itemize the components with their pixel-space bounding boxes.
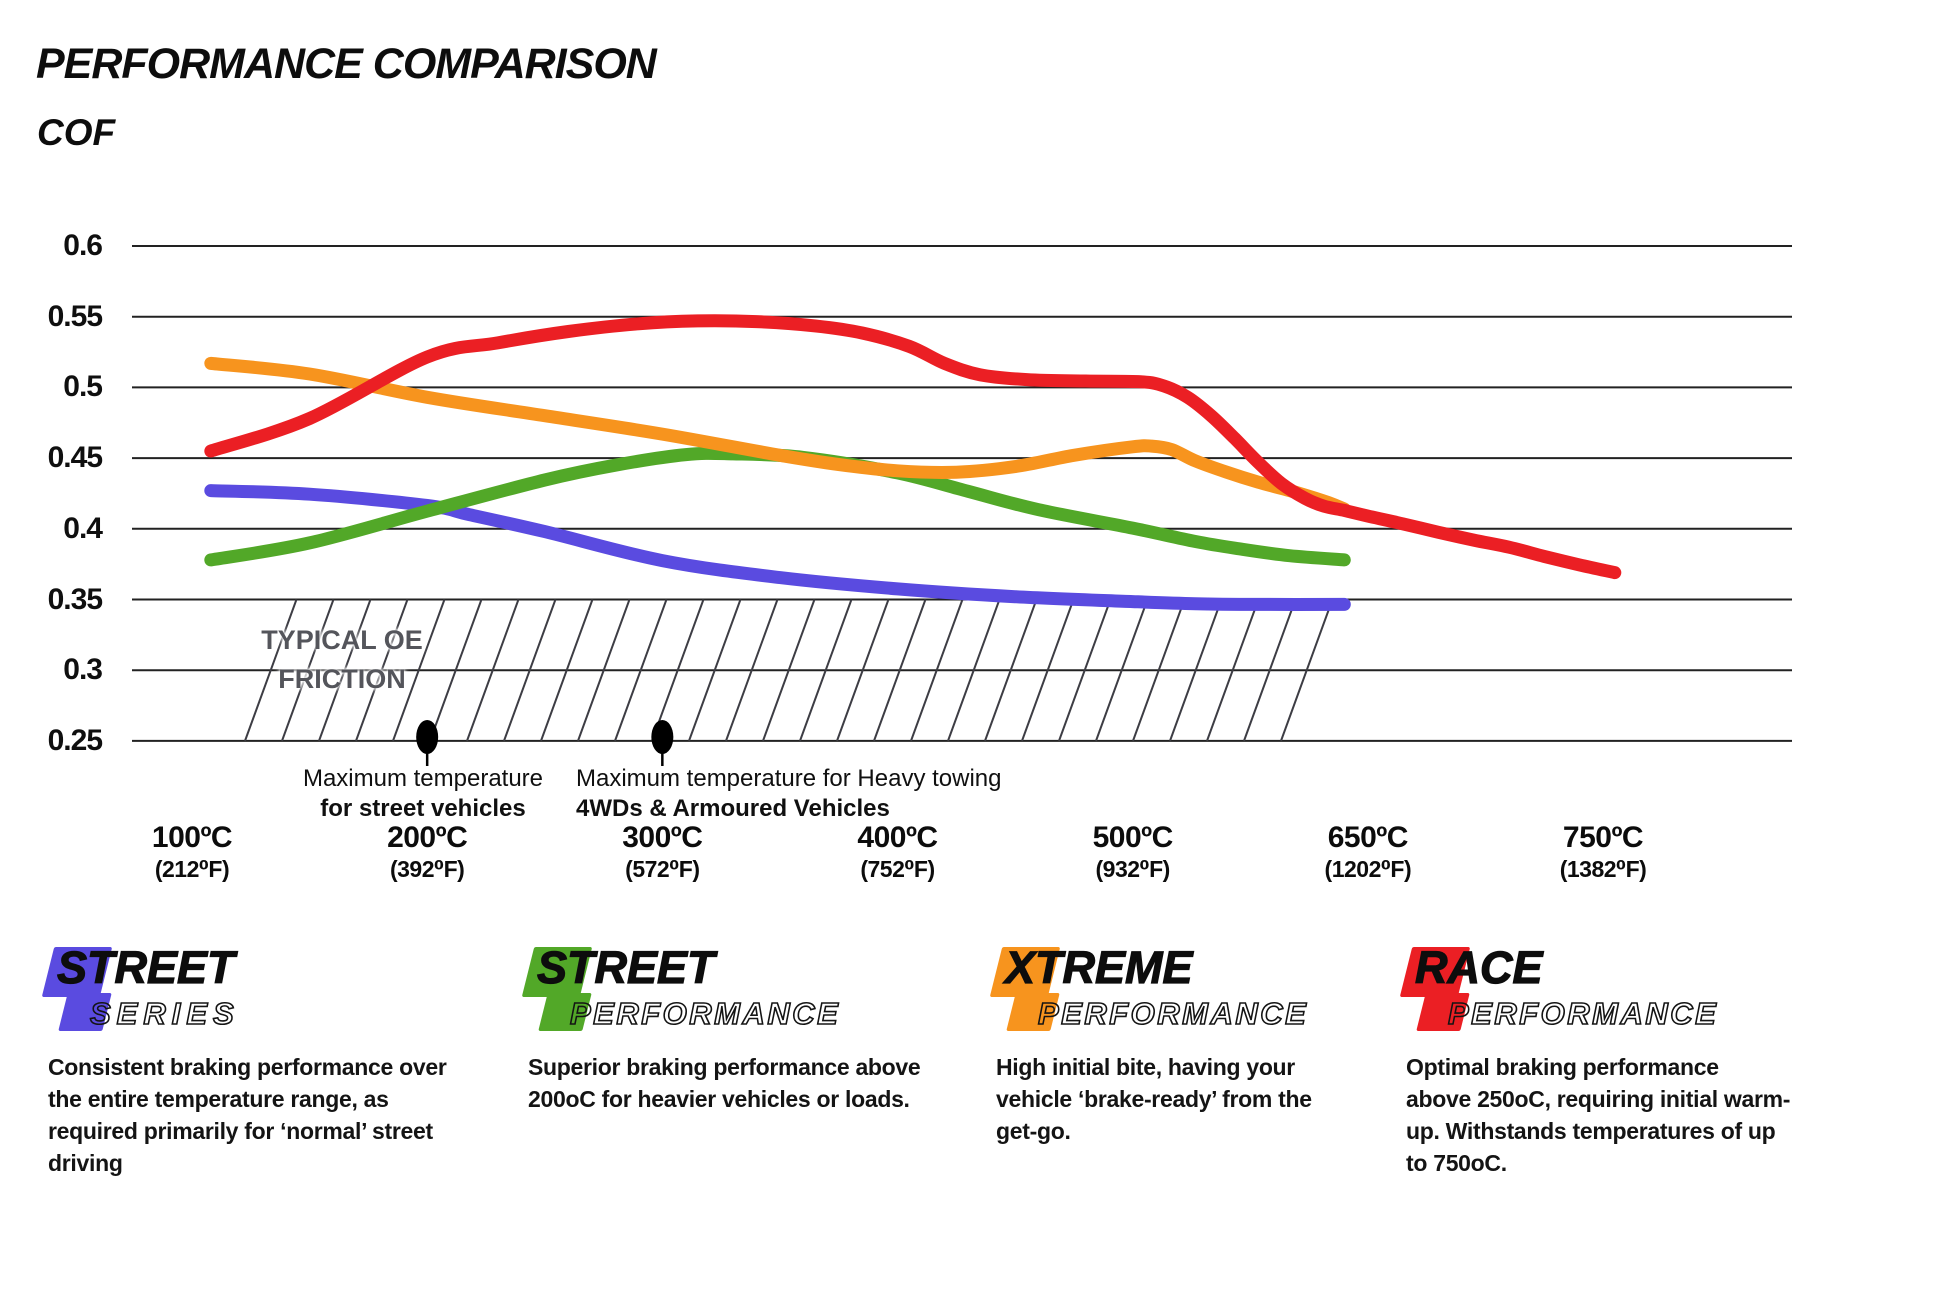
- y-tick-label: 0.6: [63, 229, 103, 262]
- oe-friction-hatch-line: [503, 599, 557, 742]
- x-tick-celsius: 750ºC: [1562, 821, 1644, 854]
- annotation-line: 4WDs & Armoured Vehicles: [576, 795, 890, 822]
- oe-friction-hatch-line: [1058, 599, 1112, 742]
- x-tick-celsius: 650ºC: [1327, 821, 1409, 854]
- oe-friction-hatch-line: [429, 599, 483, 742]
- oe-friction-hatch-line: [1243, 599, 1297, 742]
- oe-friction-hatch-line: [318, 599, 372, 742]
- oe-friction-hatch-line: [651, 599, 705, 742]
- y-tick-label: 0.4: [63, 511, 103, 545]
- oe-friction-hatch-line: [466, 599, 520, 742]
- legend-brand-word: RACE: [1414, 941, 1543, 993]
- y-tick-label: 0.45: [47, 441, 103, 475]
- x-tick-celsius: 100ºC: [151, 821, 233, 854]
- oe-friction-hatch-line: [614, 599, 668, 742]
- x-tick-label: 400ºC (752⁰F): [808, 822, 988, 882]
- legend-description: High initial bite, having your vehicle ‘…: [996, 1054, 1312, 1144]
- legend-race-performance: RACE PERFORMANCE Optimal braking perform…: [1399, 941, 1886, 1243]
- oe-friction-hatch-line: [577, 599, 631, 742]
- legend-sub-word: PERFORMANCE: [1447, 995, 1719, 1032]
- legend-brand-word: STREET: [56, 941, 235, 993]
- oe-friction-hatch-line: [1206, 599, 1260, 742]
- series-line-race-performance: [204, 314, 1622, 580]
- legend-street-series: STREET SERIES Consistent braking perform…: [41, 941, 528, 1243]
- legend-description: Consistent braking performance over the …: [48, 1054, 447, 1176]
- oe-friction-hatch-line: [540, 599, 594, 742]
- oe-friction-hatch-line: [355, 599, 409, 742]
- legend-description: Superior braking performance above 200oC…: [528, 1054, 921, 1112]
- x-tick-fahrenheit: (1202⁰F): [1324, 856, 1412, 882]
- legend-sub-word: PERFORMANCE: [569, 995, 841, 1032]
- annotation-line: Maximum temperature for Heavy towing: [576, 765, 1002, 792]
- oe-friction-hatch-line: [1095, 599, 1149, 742]
- oe-friction-hatch-line: [947, 599, 1001, 742]
- y-tick-label: 0.35: [47, 582, 103, 616]
- legend-description: Optimal braking performance above 250oC,…: [1406, 1054, 1791, 1176]
- y-tick-label: 0.55: [47, 299, 103, 333]
- oe-friction-hatch-line: [725, 599, 779, 742]
- oe-friction-hatch-line: [1169, 599, 1223, 742]
- legend-brand-word: XTREME: [1004, 941, 1193, 993]
- legend-sub-word: SERIES: [89, 995, 240, 1032]
- oe-friction-hatch-line: [762, 599, 816, 742]
- oe-friction-hatch-line: [836, 599, 890, 742]
- oe-friction-hatch-line: [873, 599, 927, 742]
- x-tick-fahrenheit: (212⁰F): [154, 856, 230, 882]
- x-tick-label: 750ºC (1382⁰F): [1513, 822, 1693, 882]
- oe-friction-hatch-line: [1280, 599, 1334, 742]
- x-tick-label: 300ºC (572⁰F): [572, 822, 752, 882]
- legend-brand-word: STREET: [536, 941, 715, 993]
- max-temp-heavy-marker-icon: [651, 720, 674, 754]
- x-tick-celsius: 200ºC: [387, 821, 468, 854]
- x-tick-label: 200ºC (392⁰F): [337, 822, 517, 882]
- legend-sub-word: PERFORMANCE: [1037, 995, 1309, 1032]
- oe-friction-hatch-line: [244, 599, 298, 742]
- x-tick-label: 650ºC (1202⁰F): [1278, 822, 1458, 882]
- x-tick-celsius: 400ºC: [857, 821, 938, 854]
- series-line-street-series: [204, 484, 1351, 611]
- y-tick-label: 0.3: [63, 653, 103, 687]
- oe-friction-hatch-line: [281, 599, 335, 742]
- x-tick-fahrenheit: (1382⁰F): [1559, 856, 1647, 882]
- x-tick-fahrenheit: (752⁰F): [860, 856, 935, 882]
- y-tick-label: 0.25: [47, 723, 103, 757]
- x-tick-celsius: 300ºC: [622, 821, 703, 854]
- typical-oe-friction-label: TYPICAL OE FRICTION: [261, 625, 423, 694]
- x-tick-fahrenheit: (392⁰F): [389, 856, 465, 882]
- x-tick-label: 500ºC (932⁰F): [1043, 822, 1223, 882]
- page-title: PERFORMANCE COMPARISON: [36, 40, 657, 88]
- oe-friction-hatch-line: [688, 599, 742, 742]
- oe-friction-hatch-line: [392, 599, 446, 742]
- annotation-max-temp-heavy-towing: Maximum temperature for Heavy towing 4WD…: [576, 764, 1216, 824]
- x-tick-fahrenheit: (572⁰F): [625, 856, 700, 882]
- annotation-line: Maximum temperature: [302, 765, 544, 792]
- y-tick-label: 0.5: [63, 370, 103, 404]
- max-temp-street-marker-icon: [416, 720, 439, 754]
- series-line-xtreme-performance: [204, 356, 1351, 516]
- oe-friction-hatch-line: [1132, 599, 1186, 742]
- legend-xtreme-performance: XTREME PERFORMANCE High initial bite, ha…: [989, 941, 1476, 1243]
- oe-friction-hatch-line: [1021, 599, 1075, 742]
- x-tick-fahrenheit: (932⁰F): [1095, 856, 1171, 882]
- oe-friction-hatch-line: [984, 599, 1038, 742]
- legend-street-performance: STREET PERFORMANCE Superior braking perf…: [521, 941, 1008, 1243]
- x-tick-label: 100ºC (212⁰F): [102, 822, 282, 882]
- oe-friction-hatch-line: [910, 599, 964, 742]
- annotation-line: for street vehicles: [320, 795, 526, 822]
- x-tick-celsius: 500ºC: [1092, 821, 1174, 854]
- annotation-max-temp-street: Maximum temperature for street vehicles: [183, 764, 663, 824]
- oe-friction-hatch-line: [799, 599, 853, 742]
- cof-axis-title: COF: [37, 112, 116, 153]
